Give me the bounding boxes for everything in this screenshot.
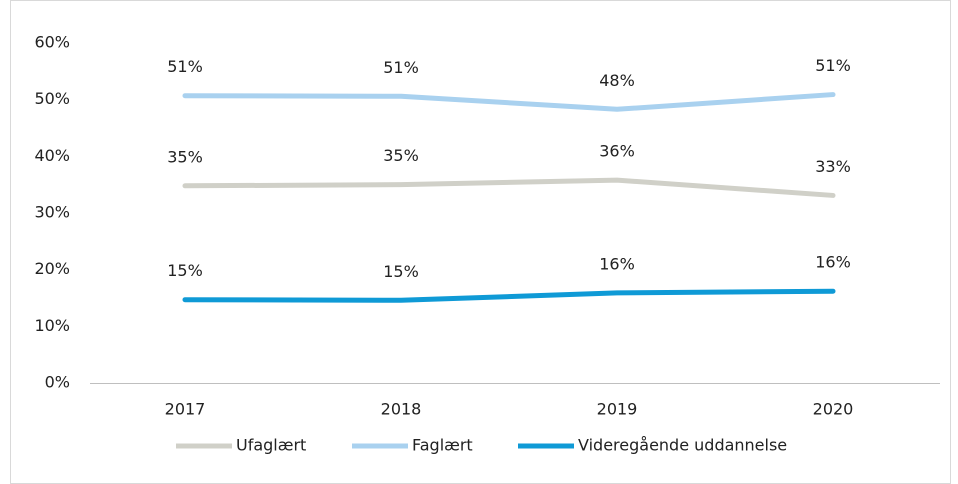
legend-label: Videregående uddannelse	[578, 436, 787, 455]
y-tick-label: 0%	[45, 373, 70, 392]
x-tick-label: 2019	[597, 400, 638, 419]
y-tick-label: 60%	[34, 33, 70, 52]
data-label: 35%	[167, 147, 203, 166]
y-tick-label: 40%	[34, 146, 70, 165]
series-line	[182, 92, 836, 112]
series-line	[182, 288, 836, 303]
data-label: 16%	[815, 253, 851, 272]
data-label: 15%	[167, 261, 203, 280]
y-tick-label: 50%	[34, 89, 70, 108]
data-label: 48%	[599, 71, 635, 90]
data-label: 16%	[599, 254, 635, 273]
data-label: 51%	[815, 56, 851, 75]
series-line	[182, 177, 836, 198]
x-tick-label: 2018	[381, 400, 422, 419]
data-label: 51%	[167, 57, 203, 76]
y-tick-label: 10%	[34, 316, 70, 335]
y-tick-label: 20%	[34, 259, 70, 278]
data-label: 36%	[599, 142, 635, 161]
y-tick-label: 30%	[34, 203, 70, 222]
legend-label: Ufaglært	[236, 436, 306, 455]
x-tick-label: 2017	[165, 400, 206, 419]
legend-label: Faglært	[412, 436, 473, 455]
data-label: 35%	[383, 146, 419, 165]
data-label: 15%	[383, 262, 419, 281]
chart-border	[10, 0, 951, 484]
data-label: 33%	[815, 157, 851, 176]
data-label: 51%	[383, 58, 419, 77]
x-tick-label: 2020	[813, 400, 854, 419]
